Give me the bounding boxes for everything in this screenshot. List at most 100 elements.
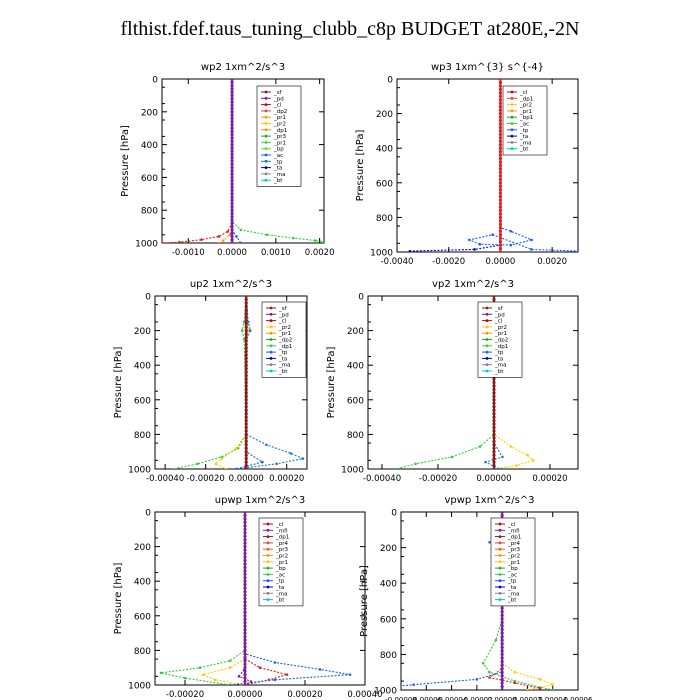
zero-profile-point — [244, 329, 248, 333]
y-tick-label: 200 — [347, 327, 364, 337]
zero-profile-point — [244, 450, 248, 454]
zero-profile-point — [244, 418, 248, 423]
chart-panel-4: vp2 1xm^2/s^3 Pressure [hPa] 0 200 400 600 800… — [326, 279, 579, 484]
chart-title: vpwp 1xm^2/s^3 — [444, 495, 534, 506]
series-point — [239, 241, 243, 243]
legend-label: _ac — [519, 122, 529, 128]
legend-label: _bt — [273, 178, 283, 184]
legend-label: _bt — [519, 147, 529, 153]
legend-label: _pr2 — [278, 325, 291, 331]
zero-profile-point — [492, 401, 496, 405]
legend-label: _dp2 — [494, 338, 508, 344]
legend-marker — [264, 122, 268, 125]
zero-profile-point — [498, 233, 503, 237]
zero-profile-point — [498, 212, 503, 216]
zero-profile-point — [243, 607, 247, 611]
zero-profile-point — [243, 551, 247, 556]
zero-profile-point — [492, 387, 496, 392]
zero-profile-point — [244, 439, 248, 443]
zero-profile-point — [243, 641, 247, 646]
zero-profile-point — [498, 167, 503, 171]
zero-profile-point — [243, 513, 247, 518]
zero-profile-point — [498, 188, 503, 192]
zero-profile-point — [244, 373, 248, 378]
series-point — [196, 462, 199, 466]
y-tick-label: 400 — [141, 141, 158, 151]
legend-marker — [269, 357, 273, 360]
zero-profile-point — [243, 603, 247, 608]
chart-panel-3: up2 1xm^2/s^3 Pressure [hPa] 0 200 400 600 800… — [113, 279, 308, 484]
series-line-2 — [409, 79, 501, 252]
zero-profile-point — [500, 645, 504, 649]
series-point — [237, 675, 241, 678]
series-point — [242, 320, 246, 324]
zero-profile-point — [230, 136, 234, 140]
zero-profile-point — [492, 391, 496, 395]
legend-label: _pr4 — [275, 541, 289, 547]
series-point — [478, 242, 482, 246]
legend-marker — [269, 331, 273, 335]
zero-profile-point — [500, 613, 504, 617]
legend-marker — [266, 585, 270, 589]
x-tick-label: 0.00000 — [488, 696, 517, 700]
zero-profile-point — [243, 512, 247, 514]
zero-profile-point — [243, 628, 247, 632]
zero-profile-point — [244, 332, 248, 336]
legend-label: _cl — [278, 319, 287, 325]
zero-profile-point — [492, 432, 496, 436]
series-point — [468, 238, 471, 242]
y-tick-label: 800 — [134, 431, 151, 441]
legend-label: _tp — [519, 128, 529, 134]
legend-box — [256, 85, 302, 187]
legend-label: _cl — [507, 522, 516, 528]
series-point — [494, 638, 498, 642]
legend-marker — [266, 522, 270, 526]
legend-marker — [498, 560, 502, 564]
zero-profile-point — [500, 681, 504, 685]
zero-profile-point — [230, 129, 234, 134]
zero-profile-point — [230, 241, 234, 243]
zero-profile-point — [244, 363, 248, 367]
series-point — [265, 443, 268, 447]
series-point — [198, 666, 202, 669]
zero-profile-point — [498, 201, 503, 206]
series-point — [200, 238, 203, 242]
legend-marker — [266, 535, 270, 538]
zero-profile-point — [492, 425, 496, 430]
zero-profile-point — [244, 318, 248, 322]
zero-profile-point — [244, 339, 248, 343]
zero-profile-point — [230, 126, 234, 130]
legend-marker — [266, 554, 270, 557]
y-tick-label: 1000 — [128, 466, 151, 476]
legend-marker — [485, 344, 489, 348]
legend-marker — [266, 591, 270, 595]
legend-marker — [264, 153, 268, 157]
zero-profile-point — [500, 677, 504, 681]
zero-profile-point — [244, 432, 248, 436]
legend-label: _dp1 — [278, 344, 292, 350]
zero-profile-point — [498, 79, 503, 81]
zero-profile-point — [498, 174, 503, 178]
zero-profile-point — [230, 185, 234, 189]
series-point — [214, 462, 218, 466]
zero-profile-point — [230, 87, 234, 91]
series-point — [239, 228, 243, 232]
series-point — [576, 249, 578, 252]
zero-profile-point — [244, 463, 248, 468]
series-point — [273, 661, 277, 664]
zero-profile-point — [230, 179, 234, 183]
series-point — [526, 453, 529, 457]
zero-profile-point — [230, 202, 234, 206]
zero-profile-point — [500, 624, 504, 628]
zero-profile-point — [230, 79, 234, 81]
series-point — [285, 673, 289, 676]
legend-marker — [498, 535, 502, 538]
series-point — [414, 462, 417, 466]
legend-label: _ac — [507, 572, 517, 578]
series-point — [412, 683, 415, 686]
zero-profile-point — [492, 384, 496, 388]
y-tick-label: 1000 — [370, 249, 393, 259]
zero-profile-point — [244, 436, 248, 440]
series-point — [551, 688, 555, 690]
series-point — [488, 676, 491, 679]
